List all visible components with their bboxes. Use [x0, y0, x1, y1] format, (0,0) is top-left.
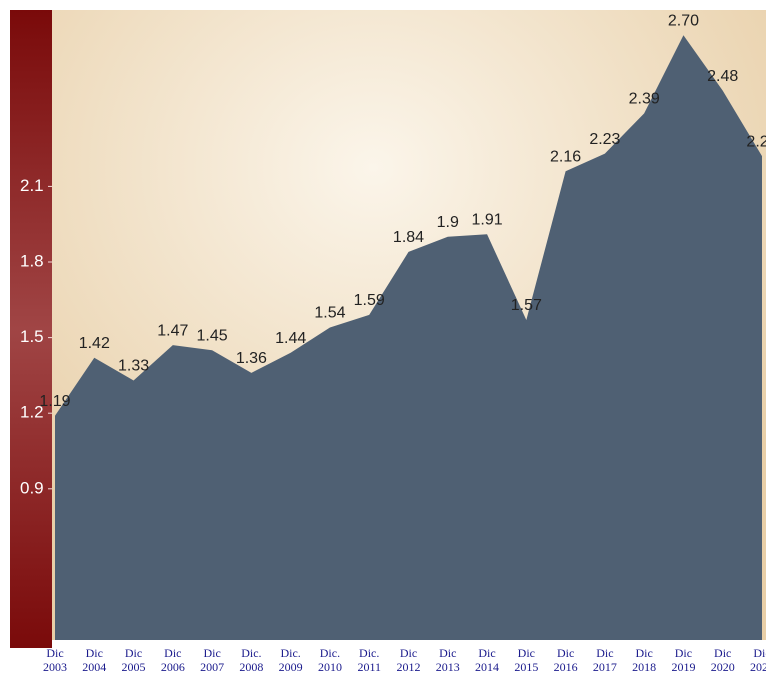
- x-tick-label: Dic 2006: [160, 646, 185, 674]
- data-label: 1.84: [393, 229, 424, 246]
- data-label: 1.47: [157, 322, 188, 339]
- data-label: 1.45: [197, 327, 228, 344]
- data-label: 1.57: [511, 297, 542, 314]
- y-tick-label: 1.8: [20, 251, 44, 270]
- data-label: 2.22: [746, 133, 766, 150]
- x-tick-label: Dic 2003: [43, 646, 67, 674]
- x-tick-label: Dic 2013: [435, 646, 460, 674]
- data-label: 1.54: [314, 305, 345, 322]
- x-tick-label: Dic 2020: [710, 646, 735, 674]
- data-label: 2.39: [629, 91, 660, 108]
- data-label: 1.44: [275, 330, 306, 347]
- data-label: 1.42: [79, 335, 110, 352]
- y-tick-label: 0.9: [20, 478, 44, 497]
- x-tick-label: Dic 2005: [121, 646, 146, 674]
- x-tick-label: Dic 2014: [475, 646, 500, 674]
- data-label: 1.19: [39, 393, 70, 410]
- x-tick-label: Dic 2012: [396, 646, 421, 674]
- data-label: 2.48: [707, 68, 738, 85]
- x-tick-label: Dic. 2009: [278, 646, 303, 674]
- data-label: 1.59: [354, 292, 385, 309]
- data-label: 1.36: [236, 350, 267, 367]
- x-tick-label: Dic 2017: [592, 646, 617, 674]
- x-tick-label: Dic 2016: [553, 646, 578, 674]
- x-tick-label: Dic. 2008: [239, 646, 264, 674]
- y-tick-label: 2.1: [20, 176, 44, 195]
- data-label: 1.9: [437, 214, 459, 231]
- data-label: 2.16: [550, 148, 581, 165]
- x-tick-label: Dic 2015: [514, 646, 539, 674]
- x-tick-label: Dic 2019: [671, 646, 696, 674]
- area: [55, 35, 762, 640]
- y-tick-label: 1.5: [20, 327, 44, 346]
- x-tick-label: Dic. 2010: [317, 646, 342, 674]
- x-tick-label: Dic 2004: [82, 646, 107, 674]
- data-label: 2.23: [589, 131, 620, 148]
- x-tick-label: Dic. 2011: [357, 646, 381, 674]
- data-label: 2.70: [668, 12, 699, 29]
- x-tick-label: Dic 2021: [750, 646, 766, 674]
- x-tick-label: Dic 2007: [200, 646, 225, 674]
- y-axis-band: [10, 10, 52, 648]
- data-label: 1.33: [118, 358, 149, 375]
- x-tick-label: Dic 2018: [632, 646, 657, 674]
- y-tick-label: 1.2: [20, 403, 44, 422]
- data-label: 1.91: [471, 211, 502, 228]
